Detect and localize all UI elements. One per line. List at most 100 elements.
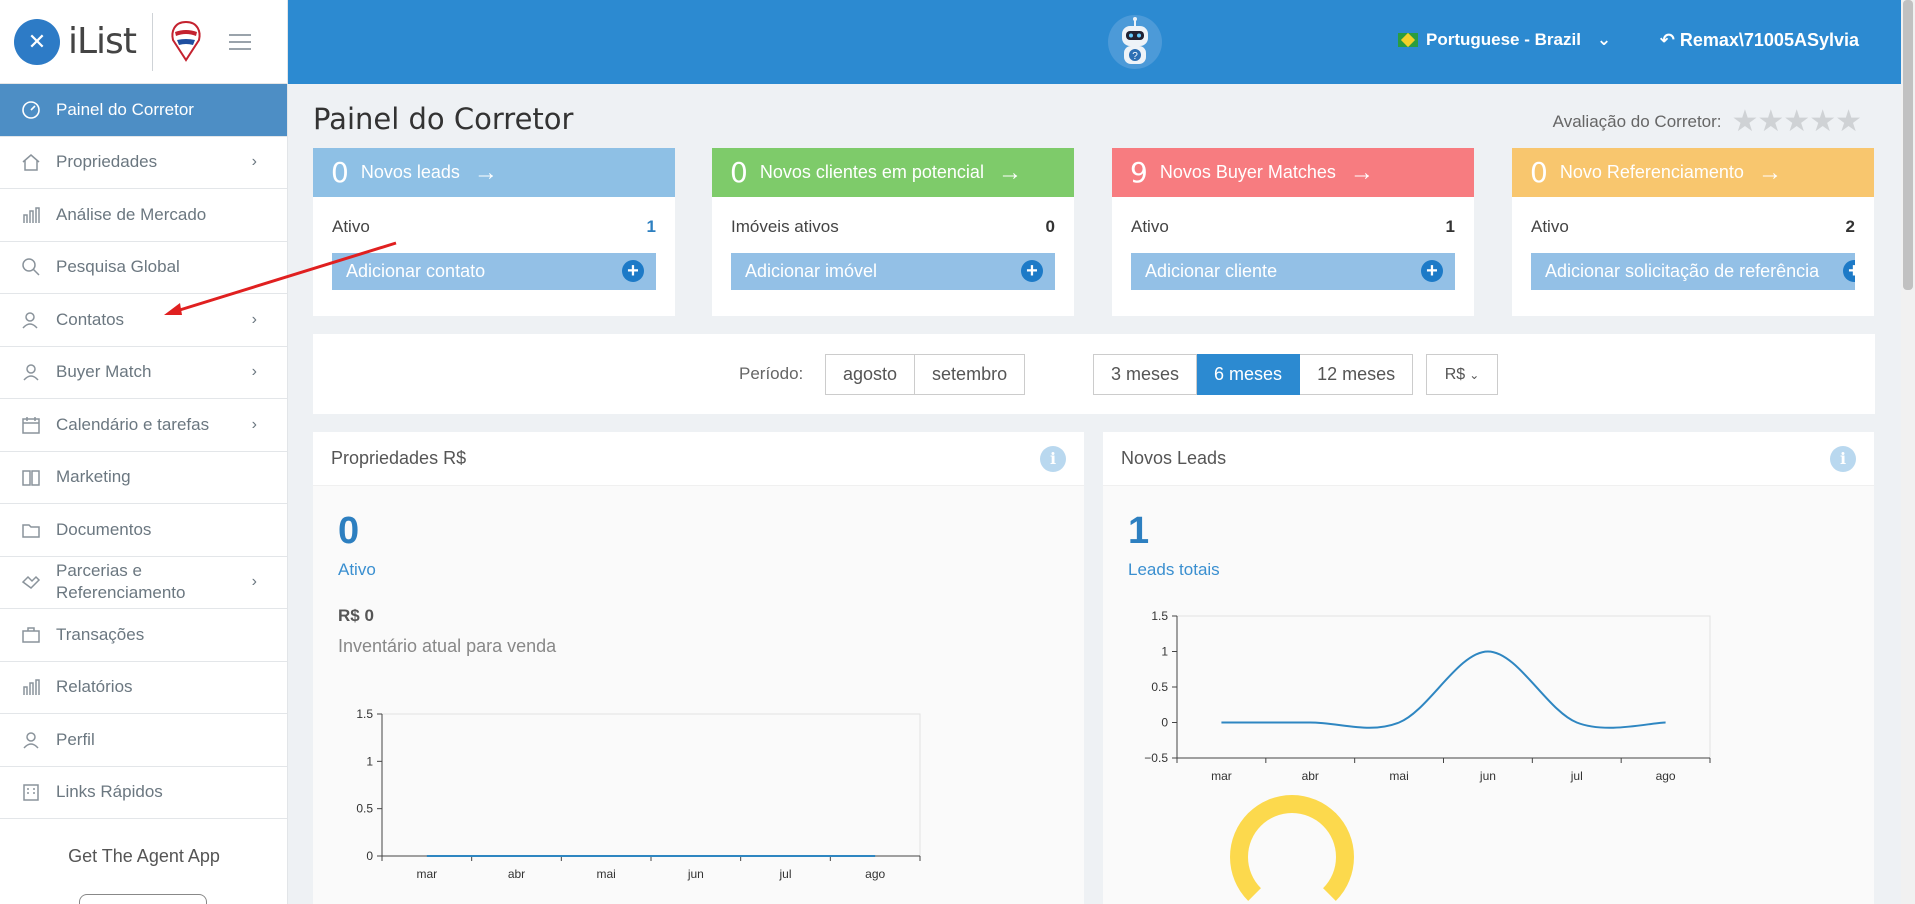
sidebar-item-documentos[interactable]: Documentos xyxy=(0,504,287,557)
user-menu[interactable]: ↶ Remax\71005ASylvia xyxy=(1660,30,1859,51)
sidebar-item-calendario[interactable]: Calendário e tarefas › xyxy=(0,399,287,452)
currency-label: R$ xyxy=(1444,365,1466,383)
info-icon[interactable]: i xyxy=(1040,446,1066,472)
stat-card-novos-leads: 0 Novos leads → Ativo 1 Adicionar contat… xyxy=(313,148,675,316)
brand-divider xyxy=(151,12,153,71)
plus-circle-icon: + xyxy=(1021,260,1043,282)
arrow-right-icon: → xyxy=(1757,158,1782,186)
stat-card-novos-clientes: 0 Novos clientes em potencial → Imóveis … xyxy=(712,148,1074,316)
sidebar-item-painel-do-corretor[interactable]: Painel do Corretor xyxy=(0,84,287,137)
inventory-label: Inventário atual para venda xyxy=(338,636,557,656)
properties-chart: 1.5 1 0.5 0 mar abr mai jun jul ago xyxy=(356,707,921,881)
range-button-6-meses[interactable]: 6 meses xyxy=(1197,354,1301,395)
robot-assistant-icon[interactable]: ? xyxy=(1106,12,1164,72)
total-leads-label[interactable]: Leads totais xyxy=(1128,560,1220,579)
month-button-setembro[interactable]: setembro xyxy=(915,354,1026,395)
stat-row: Ativo 2 xyxy=(1512,197,1874,237)
stat-card-buyer-matches: 9 Novos Buyer Matches → Ativo 1 Adiciona… xyxy=(1112,148,1474,316)
sidebar-item-marketing[interactable]: Marketing xyxy=(0,452,287,504)
back-arrow-icon: ↶ xyxy=(1659,30,1675,50)
stat-card-header[interactable]: 0 Novo Referenciamento → xyxy=(1512,148,1874,197)
agent-app-button[interactable] xyxy=(79,894,207,904)
handshake-icon xyxy=(20,571,42,593)
sidebar-item-parcerias[interactable]: Parcerias e Referenciamento › xyxy=(0,557,287,609)
get-agent-app-text: Get The Agent App xyxy=(68,846,220,866)
stat-card-header[interactable]: 9 Novos Buyer Matches → xyxy=(1112,148,1474,197)
sidebar-item-analise-de-mercado[interactable]: Análise de Mercado xyxy=(0,189,287,242)
dashboard-icon xyxy=(20,99,42,121)
language-selector[interactable]: Portuguese - Brazil ⌄ xyxy=(1398,30,1611,50)
currency-dropdown[interactable]: R$ ⌄ xyxy=(1426,354,1498,395)
button-label: Adicionar imóvel xyxy=(745,261,878,281)
annotation-arrow-icon xyxy=(164,241,397,315)
add-referral-button[interactable]: Adicionar solicitação de referência + xyxy=(1531,253,1855,290)
y-tick-label: 0.5 xyxy=(1151,680,1168,694)
y-tick-label: 0 xyxy=(366,849,373,863)
sidebar-item-label: Análise de Mercado xyxy=(56,204,207,224)
sidebar-item-perfil[interactable]: Perfil xyxy=(0,714,287,767)
stat-row-label: Imóveis ativos xyxy=(731,217,839,236)
chevron-down-icon: ⌄ xyxy=(1596,30,1612,49)
sidebar-item-transacoes[interactable]: Transações xyxy=(0,609,287,662)
plus-circle-icon: + xyxy=(1421,260,1443,282)
x-tick-label: mar xyxy=(1211,769,1232,783)
plot-area xyxy=(381,713,921,857)
new-leads-chart: 1.5 1 0.5 0 −0.5 mar abr mai jun jul ago xyxy=(1144,609,1711,783)
y-tick-label: 0.5 xyxy=(356,802,373,816)
x-tick-label: abr xyxy=(1302,769,1319,783)
add-client-button[interactable]: Adicionar cliente + xyxy=(1131,253,1455,290)
brand-header: ✕ iList xyxy=(0,0,287,84)
x-tick-label: jul xyxy=(778,867,791,881)
sidebar-item-propriedades[interactable]: Propriedades › xyxy=(0,137,287,189)
scrollbar-thumb[interactable] xyxy=(1903,0,1913,290)
user-icon xyxy=(20,729,42,751)
series-line xyxy=(1221,650,1666,729)
book-icon xyxy=(20,466,42,488)
chevron-right-icon: › xyxy=(251,153,257,171)
sidebar-item-label-line2: Referenciamento xyxy=(56,583,186,603)
arrow-right-icon: → xyxy=(473,158,498,186)
page-scrollbar[interactable] xyxy=(1901,0,1915,904)
panel-body: 0 Ativo R$ 0 Inventário atual para venda… xyxy=(313,486,1084,904)
total-leads-count: 1 xyxy=(1128,510,1150,552)
user-icon xyxy=(20,361,42,383)
panel-body: 1 Leads totais 1.5 1 0.5 0 −0.5 mar abr mai jun j… xyxy=(1103,486,1874,904)
stat-row-value[interactable]: 1 xyxy=(646,217,656,236)
range-button-group: 3 meses 6 meses 12 meses xyxy=(1093,354,1414,395)
sidebar-item-relatorios[interactable]: Relatórios xyxy=(0,662,287,714)
range-button-12-meses[interactable]: 12 meses xyxy=(1300,354,1414,395)
chevron-right-icon: › xyxy=(251,363,257,381)
info-icon[interactable]: i xyxy=(1830,446,1856,472)
agent-rating: Avaliação do Corretor: ★★★★★ xyxy=(1553,104,1862,139)
button-label: Adicionar cliente xyxy=(1145,261,1278,281)
sidebar-item-label: Documentos xyxy=(56,519,152,539)
add-property-button[interactable]: Adicionar imóvel + xyxy=(731,253,1055,290)
y-tick-label: 1.5 xyxy=(356,707,373,721)
stat-title: Novos clientes em potencial xyxy=(759,162,984,182)
menu-toggle-icon[interactable] xyxy=(228,33,251,50)
rating-stars-icon[interactable]: ★★★★★ xyxy=(1731,105,1862,138)
svg-text:?: ? xyxy=(1132,51,1138,62)
inventory-value: R$ 0 xyxy=(338,606,374,625)
search-icon xyxy=(20,256,42,278)
active-count: 0 xyxy=(338,510,360,552)
sidebar-item-label: Buyer Match xyxy=(56,362,152,382)
sidebar-item-buyer-match[interactable]: Buyer Match › xyxy=(0,347,287,399)
y-tick-label: 1 xyxy=(1161,645,1168,659)
ilist-logo-icon[interactable]: ✕ xyxy=(14,18,60,65)
sidebar-item-label: Painel do Corretor xyxy=(56,99,194,119)
range-button-3-meses[interactable]: 3 meses xyxy=(1093,354,1198,395)
stat-card-header[interactable]: 0 Novos leads → xyxy=(313,148,675,197)
brand-name: iList xyxy=(68,21,137,62)
panel-header: Novos Leads i xyxy=(1103,432,1874,486)
sidebar-item-pesquisa-global[interactable]: Pesquisa Global xyxy=(0,242,287,294)
sidebar-item-label: Links Rápidos xyxy=(56,782,163,802)
month-button-agosto[interactable]: agosto xyxy=(825,354,916,395)
add-contact-button[interactable]: Adicionar contato + xyxy=(332,253,656,290)
sidebar-item-contatos[interactable]: Contatos › xyxy=(0,294,287,347)
active-label[interactable]: Ativo xyxy=(338,560,376,579)
stat-card-header[interactable]: 0 Novos clientes em potencial → xyxy=(712,148,1074,197)
sidebar-item-links-rapidos[interactable]: Links Rápidos xyxy=(0,767,287,819)
arrow-right-icon: → xyxy=(997,158,1022,186)
sidebar-item-label: Relatórios xyxy=(56,677,133,697)
